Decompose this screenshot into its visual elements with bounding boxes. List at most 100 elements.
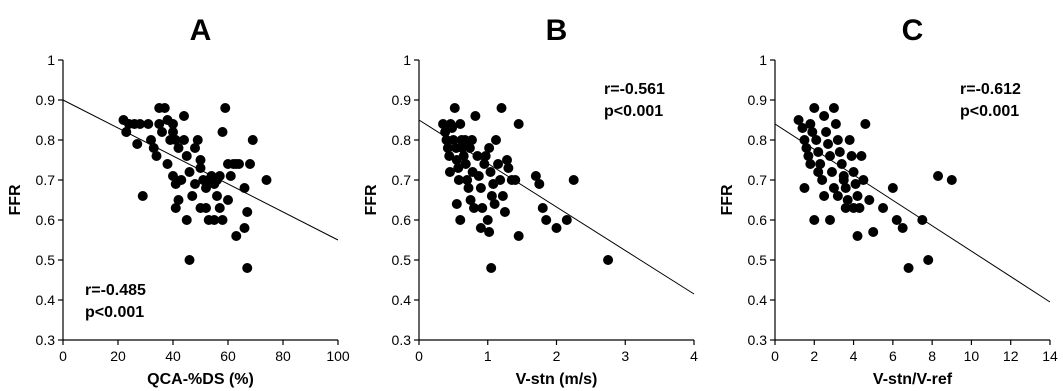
y-tick-label: 0.4 xyxy=(392,292,412,308)
x-axis-label: V-stn (m/s) xyxy=(516,371,598,388)
panel-letter: B xyxy=(546,14,568,47)
data-point xyxy=(829,103,839,113)
data-point xyxy=(452,199,462,209)
x-tick-label: 100 xyxy=(326,348,350,364)
data-point xyxy=(811,135,821,145)
data-point xyxy=(176,175,186,185)
data-point xyxy=(933,171,943,181)
data-point xyxy=(805,159,815,169)
data-point xyxy=(809,103,819,113)
data-point xyxy=(455,119,465,129)
data-point xyxy=(132,139,142,149)
y-tick-label: 0.3 xyxy=(392,332,412,348)
p-value-label: p<0.001 xyxy=(604,103,663,120)
data-point xyxy=(541,215,551,225)
data-point xyxy=(892,215,902,225)
x-tick-label: 8 xyxy=(928,348,936,364)
data-point xyxy=(849,203,859,213)
data-point xyxy=(168,127,178,137)
x-tick-label: 4 xyxy=(850,348,858,364)
data-point xyxy=(461,159,471,169)
data-point xyxy=(498,191,508,201)
x-tick-label: 80 xyxy=(275,348,291,364)
data-point xyxy=(819,111,829,121)
data-point xyxy=(831,119,841,129)
data-point xyxy=(157,127,167,137)
data-point xyxy=(503,163,513,173)
data-point xyxy=(904,263,914,273)
x-tick-label: 6 xyxy=(889,348,897,364)
data-point xyxy=(878,203,888,213)
data-point xyxy=(486,167,496,177)
data-point xyxy=(240,223,250,233)
data-point xyxy=(231,231,241,241)
data-point xyxy=(821,127,831,137)
data-point xyxy=(185,167,195,177)
data-point xyxy=(839,175,849,185)
y-tick-label: 0.7 xyxy=(748,172,768,188)
x-tick-label: 14 xyxy=(1042,348,1058,364)
data-point xyxy=(223,195,233,205)
correlation-label: r=-0.561 xyxy=(604,81,665,98)
data-point xyxy=(947,175,957,185)
y-tick-label: 0.4 xyxy=(748,292,768,308)
x-axis-label: V-stn/V-ref xyxy=(873,371,953,388)
y-tick-label: 0.8 xyxy=(392,132,412,148)
x-tick-label: 0 xyxy=(771,348,779,364)
data-point xyxy=(467,135,477,145)
data-point xyxy=(242,207,252,217)
data-point xyxy=(837,159,847,169)
data-point xyxy=(215,171,225,181)
data-point xyxy=(497,103,507,113)
data-point xyxy=(196,203,206,213)
data-point xyxy=(833,191,843,201)
data-point xyxy=(823,139,833,149)
data-point xyxy=(819,191,829,201)
panel-b: B 0.3 0.4 0.5 0.6 0.7 0.8 0.9 1 0 1 2 3 4 V-stn (m/s) F… xyxy=(363,14,698,388)
data-point xyxy=(121,127,131,137)
data-point xyxy=(514,231,524,241)
data-point xyxy=(603,255,613,265)
data-point xyxy=(813,167,823,177)
x-tick-label: 40 xyxy=(165,348,181,364)
data-point xyxy=(182,215,192,225)
y-tick-label: 0.7 xyxy=(36,172,56,188)
x-tick-label: 60 xyxy=(220,348,236,364)
y-tick-label: 0.5 xyxy=(392,252,412,268)
data-point xyxy=(853,231,863,241)
data-point xyxy=(445,167,455,177)
y-tick-label: 0.5 xyxy=(36,252,56,268)
data-point xyxy=(827,167,837,177)
data-point xyxy=(160,103,170,113)
data-point xyxy=(477,203,487,213)
y-tick-label: 0.9 xyxy=(36,92,56,108)
data-point xyxy=(179,111,189,121)
data-point xyxy=(245,159,255,169)
data-point xyxy=(847,151,857,161)
data-point xyxy=(490,199,500,209)
y-axis-label: FFR xyxy=(7,184,24,216)
data-point xyxy=(179,135,189,145)
x-tick-label: 10 xyxy=(964,348,980,364)
data-point xyxy=(476,183,486,193)
data-point xyxy=(845,135,855,145)
y-axis-label: FFR xyxy=(719,184,736,216)
x-tick-label: 0 xyxy=(415,348,423,364)
y-tick-label: 0.6 xyxy=(392,212,412,228)
data-point xyxy=(486,263,496,273)
x-tick-label: 2 xyxy=(810,348,818,364)
y-tick-label: 0.4 xyxy=(36,292,56,308)
y-tick-label: 0.9 xyxy=(392,92,412,108)
correlation-label: r=-0.612 xyxy=(960,81,1021,98)
x-axis-label: QCA-%DS (%) xyxy=(147,371,254,388)
x-tick-label: 1 xyxy=(484,348,492,364)
data-point xyxy=(171,203,181,213)
data-point xyxy=(474,171,484,181)
data-point xyxy=(182,151,192,161)
data-point xyxy=(491,135,501,145)
data-point xyxy=(825,215,835,225)
data-point xyxy=(484,227,494,237)
data-point xyxy=(493,159,503,169)
data-point xyxy=(483,215,493,225)
